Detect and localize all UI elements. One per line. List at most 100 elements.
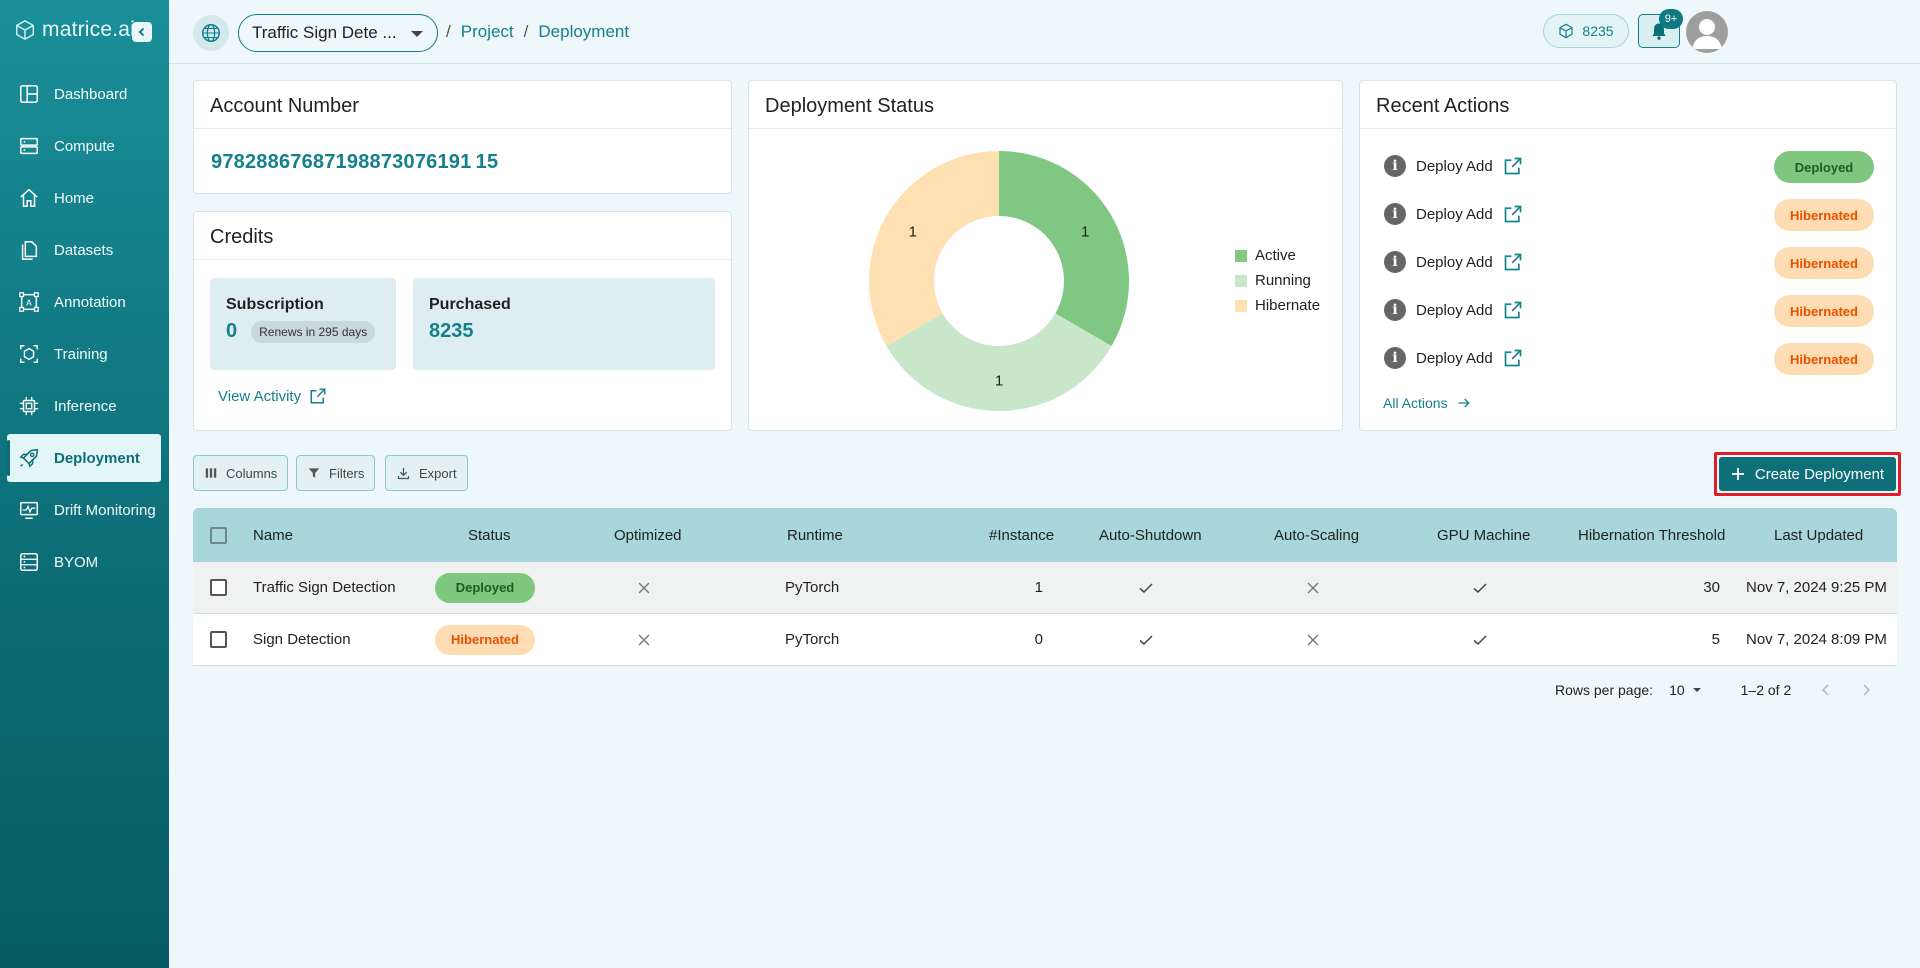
cell-gpu-machine (1472, 562, 1488, 613)
external-link-icon[interactable] (1503, 300, 1523, 320)
brand[interactable]: matrice.ai (14, 18, 135, 42)
sidebar-item-deployment[interactable]: Deployment (7, 434, 161, 482)
status-badge: Deployed (435, 572, 535, 603)
sidebar-item-label: Training (54, 345, 108, 363)
external-link-icon[interactable] (1503, 156, 1523, 176)
header-name[interactable]: Name (253, 526, 294, 544)
rows-per-page-select[interactable]: 10 (1669, 682, 1703, 698)
info-icon[interactable]: i (1384, 347, 1406, 369)
select-all-checkbox[interactable] (210, 508, 227, 562)
plus-icon (1731, 468, 1744, 480)
sidebar-item-datasets[interactable]: Datasets (7, 226, 161, 274)
status-badge: Hibernated (435, 624, 535, 655)
all-actions-label: All Actions (1383, 395, 1448, 411)
external-link-icon[interactable] (1503, 204, 1523, 224)
project-select[interactable]: Traffic Sign Dete ... (238, 14, 438, 52)
credits-value: 8235 (1582, 23, 1614, 39)
header-status[interactable]: Status (468, 526, 511, 544)
sidebar-item-inference[interactable]: Inference (7, 382, 161, 430)
user-icon (1692, 19, 1722, 49)
header-auto-scaling[interactable]: Auto-Scaling (1274, 526, 1360, 544)
deployment-status-card: Deployment Status 1 1 1 Active Running Hib… (748, 80, 1343, 431)
arrow-right-icon (1458, 398, 1470, 408)
info-icon[interactable]: i (1384, 251, 1406, 273)
home-icon (20, 188, 38, 207)
donut-slice-hibernate[interactable] (869, 151, 999, 346)
collapse-sidebar-button[interactable] (132, 22, 152, 42)
export-button[interactable]: Export (385, 455, 468, 491)
external-link-icon[interactable] (1503, 252, 1523, 272)
table-row[interactable]: Sign Detection Hibernated PyTorch 0 5 Nov 7, … (193, 614, 1897, 666)
table-row[interactable]: Traffic Sign Detection Deployed PyTorch 1 30… (193, 562, 1897, 614)
export-label: Export (419, 465, 457, 481)
columns-icon (205, 468, 217, 478)
cell-instance: 0 (1034, 631, 1043, 648)
header-gpu-machine[interactable]: GPU Machine (1437, 526, 1531, 544)
info-icon[interactable]: i (1384, 203, 1406, 225)
row-select[interactable] (210, 614, 227, 665)
recent-action-row: i Deploy Add Deployed (1384, 149, 1874, 183)
recent-action-text: Deploy Add (1416, 301, 1493, 319)
columns-button[interactable]: Columns (193, 455, 289, 491)
prev-page-icon[interactable] (1819, 683, 1833, 697)
row-select[interactable] (210, 562, 227, 613)
sidebar-item-home[interactable]: Home (7, 174, 161, 222)
sidebar-item-annotation[interactable]: A Annotation (7, 278, 161, 326)
purchased-box: Purchased 8235 (413, 278, 715, 370)
purchased-value: 8235 (429, 320, 474, 342)
status-badge: Deployed (1774, 151, 1874, 183)
cell-last-updated: Nov 7, 2024 8:09 PM (1746, 631, 1887, 648)
cell-auto-scaling (1306, 562, 1320, 613)
purchased-label: Purchased (429, 296, 511, 313)
cell-status: Deployed (435, 562, 535, 613)
renew-chip: Renews in 295 days (251, 320, 376, 343)
breadcrumb-separator: / (523, 22, 529, 41)
header-hibernation-threshold[interactable]: Hibernation Threshold (1578, 526, 1726, 544)
view-activity-link[interactable]: View Activity (218, 387, 327, 405)
project-avatar[interactable] (193, 15, 229, 51)
create-deployment-label: Create Deployment (1754, 465, 1885, 483)
next-page-icon[interactable] (1859, 683, 1873, 697)
filters-button[interactable]: Filters (296, 455, 376, 491)
info-icon[interactable]: i (1384, 155, 1406, 177)
user-avatar[interactable] (1686, 11, 1728, 53)
checkbox[interactable] (210, 631, 227, 648)
breadcrumb-project[interactable]: Project (460, 22, 514, 41)
sidebar-item-compute[interactable]: Compute (7, 122, 161, 170)
header-instance[interactable]: #Instance (989, 526, 1055, 544)
donut-slice-running[interactable] (886, 313, 1112, 412)
cross-icon-wrap (637, 633, 651, 647)
header-last-updated[interactable]: Last Updated (1774, 526, 1864, 544)
legend-swatch (1235, 249, 1247, 262)
cell-gpu-machine (1472, 614, 1488, 665)
cell-threshold: 30 (1703, 579, 1720, 596)
header-optimized[interactable]: Optimized (614, 526, 682, 544)
notification-badge: 9+ (1659, 9, 1683, 29)
subscription-value: 0 (226, 320, 238, 342)
header-runtime[interactable]: Runtime (787, 526, 843, 544)
header-auto-shutdown[interactable]: Auto-Shutdown (1099, 526, 1202, 544)
chip-icon (19, 396, 39, 416)
recent-action-row: i Deploy Add Hibernated (1384, 245, 1874, 279)
sidebar-item-byom[interactable]: BYOM (7, 538, 161, 586)
sidebar-item-training[interactable]: Training (7, 330, 161, 378)
card-title: Recent Actions (1360, 81, 1896, 129)
legend-label: Hibernate (1255, 297, 1321, 314)
globe-icon (202, 24, 220, 42)
page-range: 1–2 of 2 (1740, 682, 1792, 698)
checkbox[interactable] (210, 579, 227, 596)
external-link-icon[interactable] (1503, 348, 1523, 368)
rows-per-page-label: Rows per page: (1555, 682, 1654, 698)
credits-chip[interactable]: 8235 (1543, 14, 1629, 48)
create-deployment-highlight (1714, 452, 1901, 496)
breadcrumb-deployment[interactable]: Deployment (538, 22, 630, 41)
sidebar-item-dashboard[interactable]: Dashboard (7, 70, 161, 118)
create-deployment-button[interactable]: Create Deployment (1719, 457, 1896, 491)
breadcrumb-separator: / (446, 22, 451, 41)
donut-slice-active[interactable] (999, 151, 1129, 346)
all-actions-link[interactable]: All Actions (1383, 395, 1472, 411)
auto-scaling-indicator (1306, 633, 1320, 647)
checkbox[interactable] (210, 526, 227, 544)
sidebar-item-drift-monitoring[interactable]: Drift Monitoring (7, 486, 161, 534)
info-icon[interactable]: i (1384, 299, 1406, 321)
